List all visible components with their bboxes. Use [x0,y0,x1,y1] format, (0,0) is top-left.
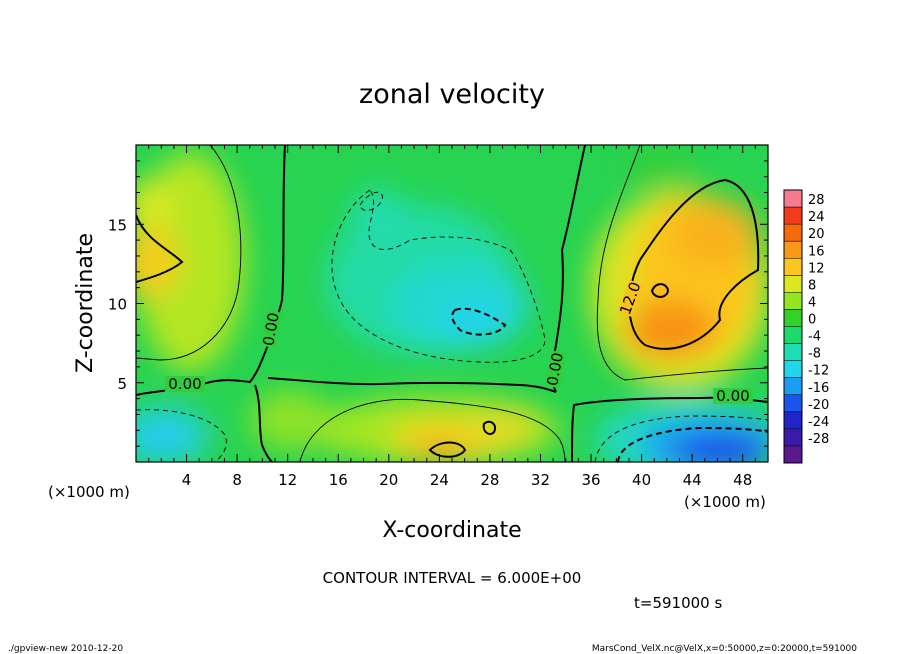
contour-neg6 [331,189,546,363]
colorbar-label: -20 [808,398,829,413]
contour-neg12-right [617,426,768,462]
chart-title: zonal velocity [359,79,545,110]
contour-neg6-small [359,191,383,211]
x-axis-label: X-coordinate [382,518,521,543]
contour-zero-band [267,377,557,393]
footer-right: MarsCond_VelX.nc@VelX,x=0:50000,z=0:2000… [592,644,857,654]
contour-6 [136,145,242,361]
colorbar-label: 0 [808,313,816,328]
colorbar-label: 24 [808,210,825,225]
x-tick-label: 48 [733,471,752,489]
colorbar-label: -28 [808,432,829,447]
colorbar-swatch [784,275,802,293]
contour-label-1: 0.00 [716,387,749,405]
colorbar-swatch [784,224,802,242]
contour-label-2: 0.00 [259,311,283,347]
colorbar: 28 24 20 16 12 8 4 0 -4 -8 -12 -16 -20 -24 -28 [783,189,829,464]
colorbar-swatch [784,360,802,379]
time-label: t=591000 s [634,594,722,612]
colorbar-swatch [784,343,802,362]
x-tick-label: 4 [182,471,192,489]
colorbar-label: -24 [808,415,829,430]
colorbar-swatch [784,258,802,276]
contour-neg6-left [136,409,227,462]
contour-interval: CONTOUR INTERVAL = 6.000E+00 [323,569,582,587]
colorbar-swatch [784,309,802,327]
x-tick-label: 12 [278,471,297,489]
contour-12 [628,178,760,350]
contour-label-0: 0.00 [168,375,201,393]
x-tick-label: 16 [329,471,348,489]
x-tick-label: 24 [430,471,449,489]
contour-6-right [596,145,768,381]
colorbar-swatch [784,428,802,447]
y-tick-label: 10 [108,296,127,314]
contour-label-3: 0.00 [543,351,567,387]
contour-12-small-c [482,420,496,435]
colorbar-label: 12 [808,261,825,276]
x-tick-label: 32 [531,471,550,489]
x-tick-label: 44 [683,471,702,489]
x-tick-label: 36 [581,471,600,489]
colorbar-swatch [784,445,802,464]
colorbar-swatch [784,292,802,310]
plot-area: 0.00 0.00 0.00 0.00 12.0 [136,145,768,462]
colorbar-label: 8 [808,278,816,293]
contour-zero-bottom [254,384,273,462]
colorbar-swatch [784,207,802,225]
colorbar-label: -16 [808,381,829,396]
x-tick-label: 28 [480,471,499,489]
colorbar-label: -8 [808,347,821,362]
y-tick-label: 5 [117,375,127,393]
contour-zero-left [136,214,184,283]
colorbar-label: 28 [808,193,825,208]
colorbar-label: 16 [808,244,825,259]
colorbar-swatch [784,241,802,259]
footer-left: ./gpview-new 2010-12-20 [8,644,123,654]
x-tick-label: 8 [232,471,242,489]
x-tick-label: 20 [379,471,398,489]
x-axis: 4 8 12 16 20 24 28 32 36 40 44 48 [148,145,756,489]
x-tick-label: 40 [632,471,651,489]
contour-neg12 [451,307,507,336]
y-axis-label: Z-coordinate [73,233,98,373]
colorbar-label: 20 [808,227,825,242]
colorbar-swatch [784,411,802,430]
y-tick-label: 15 [108,216,127,234]
y-axis: 5 10 15 [108,160,768,447]
contour-6-bottom [299,398,566,462]
colorbar-label: 4 [808,295,816,310]
x-unit-note: (×1000 m) [48,483,130,501]
contour-12-small-b [428,441,467,458]
contour-12-small-a [650,283,670,298]
y-unit-note: (×1000 m) [684,493,766,511]
colorbar-label: -4 [808,330,821,345]
contour-neg6-right [594,415,768,462]
colorbar-swatch [784,394,802,413]
colorbar-swatch [784,326,802,345]
colorbar-swatch [784,377,802,396]
colorbar-label: -12 [808,364,829,379]
colorbar-swatch [784,190,802,208]
